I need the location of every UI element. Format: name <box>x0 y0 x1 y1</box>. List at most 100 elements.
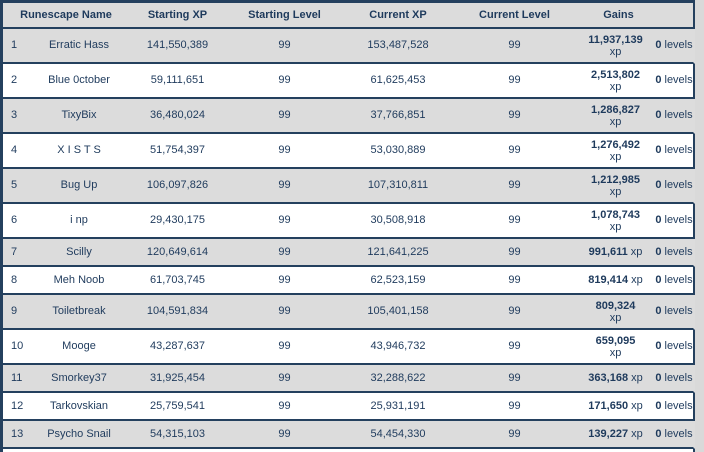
table-row: 9 Toiletbreak 104,591,834 99 105,401,158… <box>3 295 695 330</box>
table-row: 4 X I S T S 51,754,397 99 53,030,889 99 … <box>3 134 695 169</box>
gain-xp-unit: xp <box>631 274 643 286</box>
gain-xp-value: 2,513,802 <box>591 68 640 81</box>
gain-levels-cell: 0 levels <box>655 39 693 52</box>
gain-levels-value: 0 <box>655 144 662 156</box>
rank-cell: 1 <box>11 39 18 51</box>
gain-xp-unit: xp <box>631 400 643 412</box>
table-body: 1 Erratic Hass 141,550,389 99 153,487,52… <box>3 29 695 449</box>
gain-levels-unit: levels <box>664 245 693 258</box>
gain-levels-value: 0 <box>655 245 662 258</box>
starting-xp-cell: 25,759,541 <box>149 399 206 412</box>
gain-levels-cell: 0 levels <box>655 179 693 192</box>
starting-xp-cell: 31,925,454 <box>149 371 206 384</box>
starting-xp-cell: 120,649,614 <box>146 245 209 258</box>
gain-xp-cell: 363,168 xp <box>576 372 655 384</box>
header-gains: Gains <box>603 9 634 21</box>
player-name-cell[interactable]: Toiletbreak <box>52 305 106 317</box>
rank-cell: 6 <box>11 214 18 226</box>
gain-xp-unit: xp <box>630 246 643 258</box>
gain-xp-value: 659,095 <box>595 334 636 347</box>
player-name-cell[interactable]: TixyBix <box>61 109 97 121</box>
gain-xp-cell: 1,212,985 xp <box>576 174 655 198</box>
player-name-cell[interactable]: Tarkovskian <box>49 399 109 412</box>
starting-level-cell: 99 <box>278 245 291 258</box>
gain-levels-cell: 0 levels <box>655 372 693 385</box>
gain-levels-cell: 0 levels <box>655 144 693 157</box>
gain-levels-value: 0 <box>655 305 662 317</box>
gain-xp-value: 1,078,743 <box>591 208 640 221</box>
player-name-cell[interactable]: Erratic Hass <box>49 39 109 51</box>
gain-xp-value: 1,212,985 <box>591 173 640 186</box>
gain-levels-value: 0 <box>655 214 662 226</box>
gain-xp-value: 819,414 <box>588 274 629 286</box>
current-level-cell: 99 <box>508 179 521 191</box>
gain-xp-unit: xp <box>609 220 622 233</box>
current-xp-cell: 53,030,889 <box>370 144 426 156</box>
rank-cell: 2 <box>11 74 18 86</box>
gain-xp-value: 809,324 <box>595 299 636 312</box>
player-name-cell[interactable]: Meh Noob <box>53 273 105 286</box>
starting-level-cell: 99 <box>278 427 291 440</box>
header-starting-level: Starting Level <box>248 9 321 21</box>
gain-xp-value: 171,650 <box>588 400 629 412</box>
gain-levels-value: 0 <box>655 399 662 412</box>
player-name-cell[interactable]: i np <box>70 214 88 226</box>
gain-levels-value: 0 <box>655 39 662 51</box>
gain-xp-cell: 11,937,139 xp <box>576 34 655 58</box>
gain-xp-cell: 809,324 xp <box>576 300 655 324</box>
starting-xp-cell: 106,097,826 <box>146 179 209 191</box>
gain-levels-value: 0 <box>655 74 662 86</box>
player-name-cell[interactable]: Smorkey37 <box>51 371 107 384</box>
starting-xp-cell: 141,550,389 <box>146 39 209 51</box>
current-level-cell: 99 <box>508 214 521 226</box>
table-row: 12 Tarkovskian 25,759,541 99 25,931,191 … <box>3 393 695 421</box>
table-row: 5 Bug Up 106,097,826 99 107,310,811 99 1… <box>3 169 695 204</box>
gain-levels-unit: levels <box>664 109 693 121</box>
current-xp-cell: 32,288,622 <box>370 371 426 384</box>
current-xp-cell: 43,946,732 <box>370 340 426 352</box>
current-level-cell: 99 <box>508 399 521 412</box>
starting-level-cell: 99 <box>278 109 291 121</box>
player-name-cell[interactable]: Psycho Snail <box>47 427 111 440</box>
starting-xp-cell: 61,703,745 <box>149 273 206 286</box>
player-name-cell[interactable]: Blue 0ctober <box>48 74 110 86</box>
rank-cell: 12 <box>11 399 24 412</box>
starting-level-cell: 99 <box>278 179 291 191</box>
gain-xp-value: 1,276,492 <box>591 138 640 151</box>
rank-cell: 5 <box>11 179 18 191</box>
player-name-cell[interactable]: Mooge <box>62 340 96 352</box>
rank-cell: 7 <box>11 245 18 258</box>
gain-xp-unit: xp <box>609 80 622 93</box>
gain-levels-value: 0 <box>655 427 662 440</box>
current-xp-cell: 30,508,918 <box>370 214 426 226</box>
gain-levels-unit: levels <box>664 179 693 191</box>
gain-xp-cell: 659,095 xp <box>576 335 655 359</box>
gain-levels-unit: levels <box>664 340 693 352</box>
table-row: 6 i np 29,430,175 99 30,508,918 99 1,078… <box>3 204 695 239</box>
gain-xp-value: 139,227 <box>588 428 629 440</box>
gain-levels-unit: levels <box>664 273 693 286</box>
current-xp-cell: 121,641,225 <box>367 245 429 258</box>
player-name-cell[interactable]: X I S T S <box>57 144 101 156</box>
gain-levels-unit: levels <box>664 399 693 412</box>
gain-levels-value: 0 <box>655 371 662 384</box>
gain-levels-value: 0 <box>655 109 662 121</box>
header-current-level: Current Level <box>479 9 550 21</box>
current-xp-cell: 54,454,330 <box>370 427 426 440</box>
gain-xp-unit: xp <box>631 372 643 384</box>
header-runescape-name: Runescape Name <box>20 9 112 21</box>
player-name-cell[interactable]: Scilly <box>66 245 92 258</box>
current-xp-cell: 37,766,851 <box>370 109 426 121</box>
table-row: 7 Scilly 120,649,614 99 121,641,225 99 9… <box>3 239 695 267</box>
gain-levels-value: 0 <box>655 340 662 352</box>
current-xp-cell: 25,931,191 <box>370 399 426 412</box>
current-level-cell: 99 <box>508 340 521 352</box>
gain-levels-value: 0 <box>655 179 662 191</box>
gain-levels-unit: levels <box>664 427 693 440</box>
table-row: 11 Smorkey37 31,925,454 99 32,288,622 99… <box>3 365 695 393</box>
rank-cell: 3 <box>11 109 18 121</box>
player-name-cell[interactable]: Bug Up <box>60 179 98 191</box>
gain-xp-cell: 139,227 xp <box>576 428 655 440</box>
starting-xp-cell: 59,111,651 <box>150 74 205 86</box>
